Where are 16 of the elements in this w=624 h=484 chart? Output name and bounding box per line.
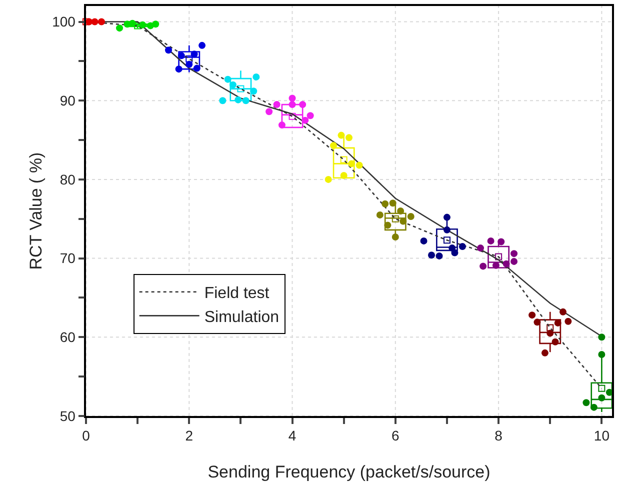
- x-tick-label: 6: [392, 428, 400, 444]
- y-tick-label: 80: [60, 171, 76, 188]
- x-tick-label: 8: [494, 428, 503, 444]
- x-tick-label: 10: [594, 428, 610, 444]
- y-axis-title: RCT Value ( %): [26, 152, 46, 270]
- x-tick-label: 0: [82, 428, 90, 444]
- y-tick-label: 90: [60, 92, 76, 109]
- y-tick-label: 50: [60, 408, 76, 424]
- x-tick-label: 2: [185, 428, 194, 444]
- x-axis-title: Sending Frequency (packet/s/source): [208, 462, 490, 482]
- x-tick-label: 4: [288, 428, 296, 444]
- y-tick-label: 100: [52, 14, 76, 30]
- y-tick-label: 70: [60, 250, 76, 266]
- legend-label: Field test: [204, 285, 270, 302]
- y-tick-label: 60: [60, 329, 76, 346]
- legend-label: Simulation: [204, 308, 280, 326]
